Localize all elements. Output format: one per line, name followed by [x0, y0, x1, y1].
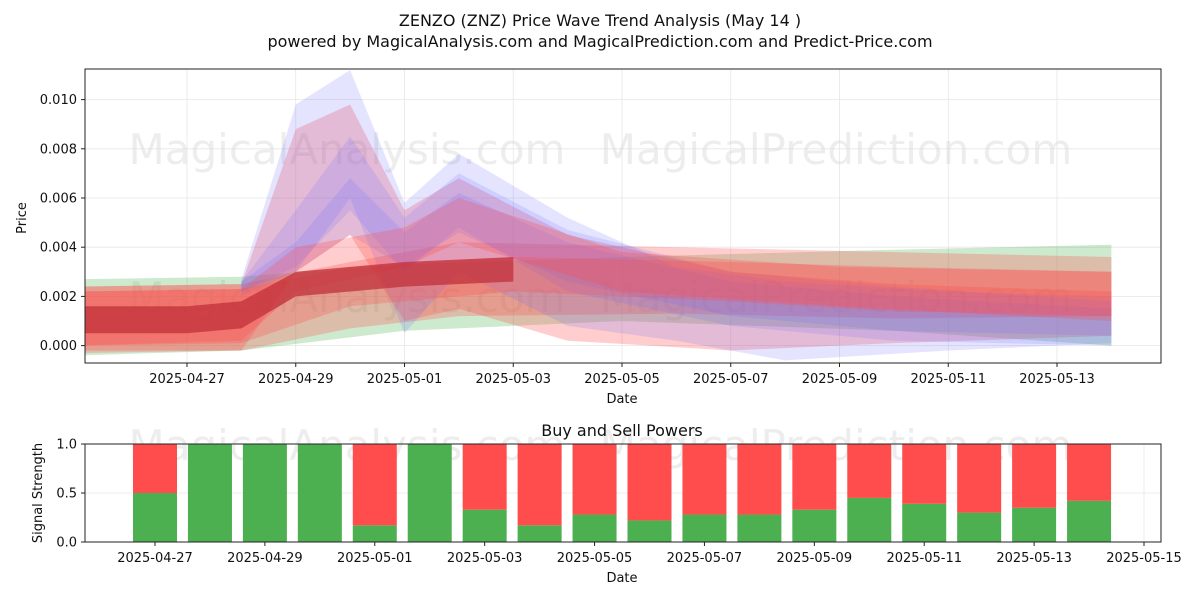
price-y-tick-label: 0.004 [40, 241, 77, 256]
sell-power-bar [682, 444, 727, 515]
bar-chart-title: Buy and Sell Powers [541, 421, 703, 440]
buy-power-bar [407, 444, 452, 542]
buy-power-bar [847, 497, 892, 542]
buy-power-bar [572, 514, 617, 542]
price-x-tick-label: 2025-05-13 [1019, 372, 1095, 387]
buy-power-bar [792, 509, 837, 542]
sell-power-bar [957, 444, 1002, 513]
price-band-blue [241, 178, 1112, 336]
buy-power-bar [1067, 500, 1112, 542]
price-band-blue [241, 136, 1112, 346]
price-plot-frame [84, 68, 1162, 364]
buy-power-bar [187, 444, 232, 542]
price-bands [85, 70, 1112, 361]
price-band-red [85, 198, 1112, 346]
price-x-tick-label: 2025-05-09 [802, 372, 878, 387]
price-x-tick-label: 2025-05-01 [367, 372, 443, 387]
sell-power-bar [352, 444, 397, 526]
price-x-tick-label: 2025-04-27 [149, 372, 225, 387]
price-x-tick-label: 2025-05-07 [693, 372, 769, 387]
watermark-text: MagicalPrediction.com [600, 273, 1073, 322]
signal-y-tick-label: 0.5 [56, 487, 77, 502]
signal-panel: 0.0 0.5 1.0 2025-04-27 2025-04-29 2025-05-01 2… [56, 421, 1181, 566]
signal-x-tick-label: 2025-04-27 [117, 551, 193, 566]
signal-x-tick-label: 2025-05-11 [886, 551, 962, 566]
price-y-tick-label: 0.010 [40, 93, 77, 108]
buy-power-bar [462, 509, 507, 542]
price-x-tick-label: 2025-04-29 [258, 372, 334, 387]
buy-power-bar [957, 512, 1002, 542]
chart-title: ZENZO (ZNZ) Price Wave Trend Analysis (M… [399, 11, 801, 30]
sell-power-bar [1012, 444, 1057, 508]
buy-power-bar [1012, 507, 1057, 542]
sell-power-bar [517, 444, 562, 526]
signal-x-tick-label: 2025-05-09 [777, 551, 853, 566]
sell-power-bar [627, 444, 672, 521]
buy-power-bar [902, 503, 947, 542]
price-x-tick-label: 2025-05-11 [910, 372, 986, 387]
signal-x-tick-label: 2025-05-15 [1106, 551, 1182, 566]
signal-xlabel: Date [606, 571, 637, 586]
signal-x-tick-label: 2025-05-01 [337, 551, 413, 566]
buy-power-bar [517, 525, 562, 542]
sell-power-bar [572, 444, 617, 515]
buy-power-bar [242, 444, 287, 542]
signal-x-tick-label: 2025-05-07 [667, 551, 743, 566]
watermark-text: MagicalAnalysis.com [129, 125, 566, 174]
signal-plot-frame [84, 443, 1162, 543]
signal-x-tick-label: 2025-05-13 [996, 551, 1072, 566]
price-y-tick-label: 0.006 [40, 192, 77, 207]
price-y-tick-label: 0.002 [40, 290, 77, 305]
price-x-tick-label: 2025-05-03 [475, 372, 551, 387]
price-x-tick-label: 2025-05-05 [584, 372, 660, 387]
price-y-tick-label: 0.000 [40, 339, 77, 354]
price-panel: 2025-04-27 2025-04-29 2025-05-01 2025-05-03… [40, 68, 1162, 387]
buy-power-bar [133, 493, 177, 542]
buy-power-bar [682, 514, 727, 542]
price-xlabel: Date [606, 392, 637, 407]
sell-power-bar [847, 444, 892, 498]
signal-y-tick-label: 0.0 [56, 536, 77, 551]
price-band-blue [241, 70, 1112, 361]
price-ylabel: Price [15, 202, 30, 234]
price-band-red [85, 104, 1112, 351]
chart-subtitle: powered by MagicalAnalysis.com and Magic… [267, 32, 932, 51]
sell-power-bar [462, 444, 507, 510]
buy-power-bar [297, 444, 342, 542]
sell-power-bar [1067, 444, 1112, 501]
sell-power-bar [792, 444, 837, 510]
signal-y-tick-label: 1.0 [56, 438, 77, 453]
price-band-darkred [85, 257, 514, 334]
sell-power-bar [133, 444, 177, 493]
buy-power-bar [627, 520, 672, 542]
sell-power-bar [902, 444, 947, 504]
signal-x-tick-label: 2025-04-29 [227, 551, 303, 566]
signal-ylabel: Signal Strength [31, 443, 46, 543]
price-y-tick-label: 0.008 [40, 142, 77, 157]
sell-power-bar [737, 444, 782, 515]
signal-x-tick-label: 2025-05-05 [557, 551, 633, 566]
buy-power-bar [352, 525, 397, 542]
watermark-text: MagicalPrediction.com [600, 125, 1073, 174]
signal-x-tick-label: 2025-05-03 [447, 551, 523, 566]
buy-power-bar [737, 514, 782, 542]
